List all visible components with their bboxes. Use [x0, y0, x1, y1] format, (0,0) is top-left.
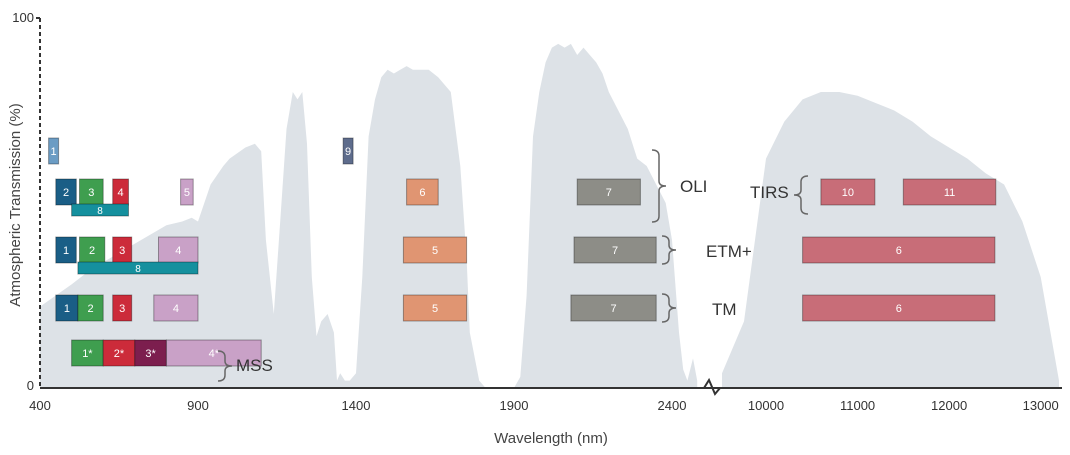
axes: 100 0 400 900 1400 1900 2400 10000 11000 12000 1… [7, 10, 1062, 447]
sensor-name-etmplus: ETM+ [706, 242, 752, 261]
band-rect [79, 236, 106, 264]
band-label: 8 [97, 206, 103, 217]
x-tick-label: 900 [187, 398, 209, 413]
sensor-group-etmplus: 1 2 3 4 8 5 7 6 [55, 236, 996, 275]
band-label: 4* [209, 348, 220, 360]
transmission-area-optical [40, 43, 698, 389]
x-tick-label: 1900 [500, 398, 529, 413]
x-tick-label: 10000 [748, 398, 784, 413]
band-rect [406, 178, 439, 206]
band-label: 8 [135, 264, 141, 275]
band-label: 9 [345, 146, 351, 158]
band-rect [55, 178, 77, 206]
x-tick-labels: 400 900 1400 1900 2400 10000 11000 12000 13000 [29, 398, 1059, 413]
band-rect [402, 294, 468, 322]
band-label: 3 [119, 303, 125, 315]
brace-tm [661, 293, 677, 323]
band-rect [153, 294, 199, 322]
y-tick-label-0: 0 [27, 378, 34, 393]
band-rect [55, 236, 77, 264]
band-label: 7 [610, 303, 616, 315]
band-rect [180, 178, 194, 206]
y-tick-label-100: 100 [12, 10, 34, 25]
x-tick-label: 400 [29, 398, 51, 413]
band-rect [165, 339, 262, 367]
band-label: 10 [842, 187, 854, 199]
x-axis-break-mark [703, 377, 721, 396]
band-label: 7 [612, 245, 618, 257]
band-label: 4 [175, 245, 181, 257]
brace-etmplus [661, 235, 677, 265]
band-label: 5 [184, 187, 190, 199]
band-rect [71, 203, 129, 217]
sensor-group-tirs: 10 11 [820, 178, 997, 206]
band-label: 6 [896, 303, 902, 315]
brace-tirs [793, 175, 809, 215]
band-rect [902, 178, 997, 206]
sensor-name-tm: TM [712, 300, 737, 319]
band-label: 4 [173, 303, 179, 315]
brace-mss [217, 350, 233, 382]
band-label: 1 [63, 245, 69, 257]
sensor-labels: OLI TIRS ETM+ TM MSS [217, 149, 809, 382]
y-axis-title: Atmospheric Transmission (%) [7, 103, 24, 306]
sensor-group-tm: 1 2 3 4 5 7 6 [55, 294, 996, 322]
band-rect [570, 294, 657, 322]
band-rect [802, 236, 996, 264]
band-label: 1 [64, 303, 70, 315]
band-label: 6 [419, 187, 425, 199]
sensor-group-oli: 1 2 3 4 5 8 9 6 7 [48, 137, 641, 217]
x-tick-label: 2400 [658, 398, 687, 413]
band-rect [48, 137, 60, 165]
band-rect [576, 178, 641, 206]
band-label: 3 [119, 245, 125, 257]
band-label: 2 [88, 303, 94, 315]
band-label: 3 [88, 187, 94, 199]
x-axis-title: Wavelength (nm) [494, 430, 608, 447]
band-label: 6 [896, 245, 902, 257]
band-label: 5 [432, 245, 438, 257]
transmission-area-layer [40, 43, 1059, 389]
x-tick-label: 12000 [931, 398, 967, 413]
band-rect [112, 294, 133, 322]
sensor-name-mss: MSS [236, 356, 273, 375]
band-rect [802, 294, 996, 322]
band-label: 3* [145, 348, 156, 360]
brace-oli [651, 149, 667, 223]
sensor-group-mss: 1* 2* 3* 4* [71, 339, 262, 367]
band-rect [158, 236, 199, 264]
band-label: 1* [82, 348, 93, 360]
band-rect [820, 178, 876, 206]
band-label: 2 [63, 187, 69, 199]
band-label: 2 [89, 245, 95, 257]
band-label: 4 [118, 187, 124, 199]
band-rect [77, 261, 199, 275]
band-label: 7 [606, 187, 612, 199]
band-rect [342, 137, 354, 165]
band-label: 11 [944, 187, 955, 199]
band-label: 2* [114, 348, 125, 360]
x-tick-label: 1400 [342, 398, 371, 413]
band-label: 5 [432, 303, 438, 315]
x-tick-label: 13000 [1023, 398, 1059, 413]
band-rect [71, 339, 104, 367]
band-rect [77, 294, 104, 322]
sensor-name-tirs: TIRS [750, 183, 789, 202]
x-tick-label: 11000 [840, 398, 875, 413]
band-rect [402, 236, 468, 264]
band-rect [573, 236, 657, 264]
band-label: 1 [51, 146, 57, 158]
sensor-name-oli: OLI [680, 177, 707, 196]
